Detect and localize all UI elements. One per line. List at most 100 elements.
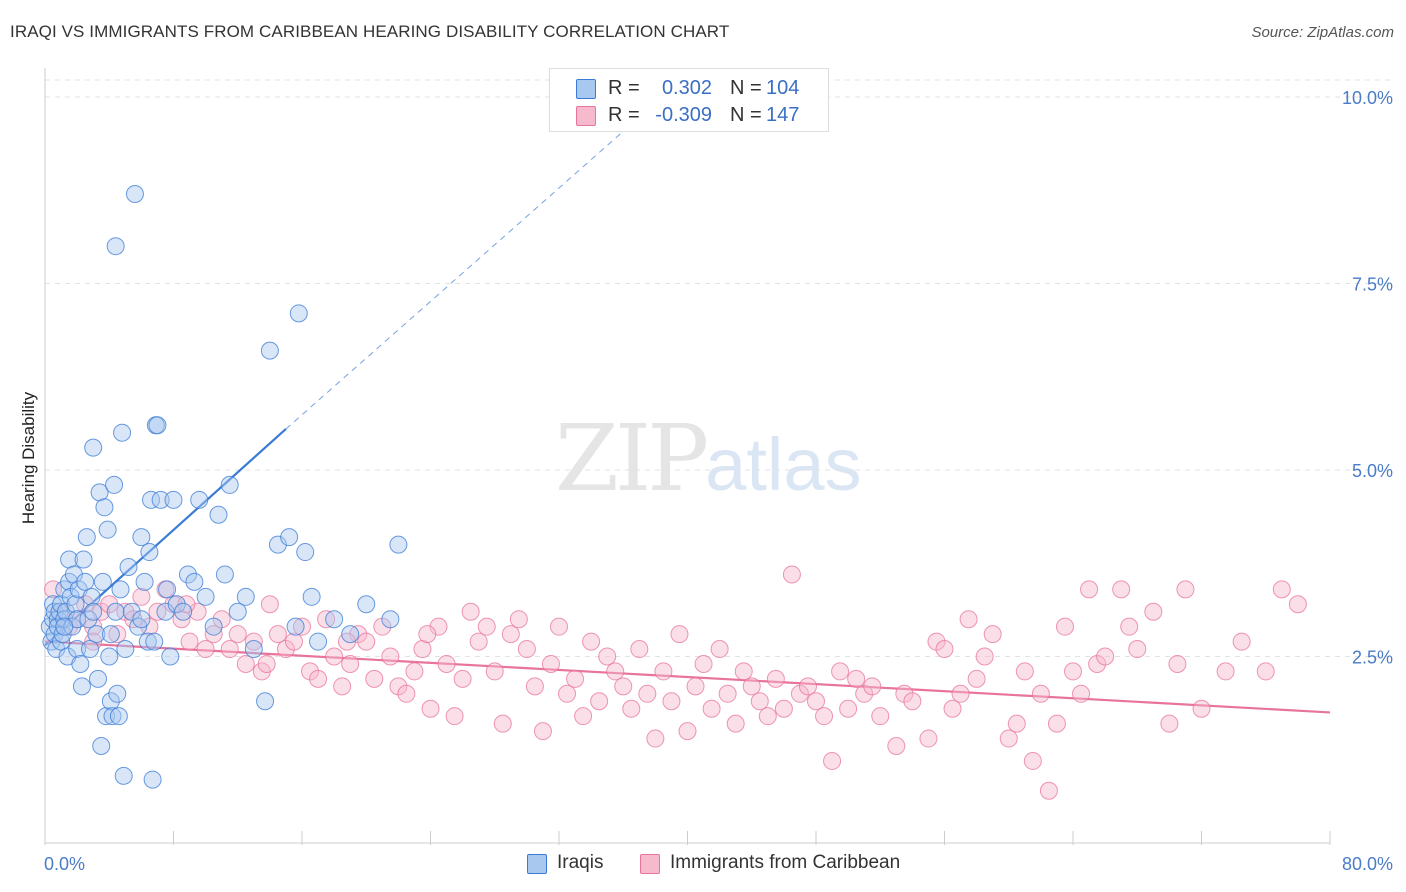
axis-labels: 2.5% 5.0% 7.5% 10.0% 0.0% 80.0% Hearing Disabi… (19, 88, 1393, 874)
data-point (284, 632, 303, 651)
data-point (164, 490, 183, 509)
data-point (1072, 684, 1091, 703)
grid-lines (45, 79, 1395, 657)
data-point (244, 640, 263, 659)
data-point (847, 669, 866, 688)
data-point (357, 632, 376, 651)
data-point (188, 602, 207, 621)
data-point (204, 617, 223, 636)
data-point (178, 565, 197, 584)
data-point (421, 699, 440, 718)
data-point (106, 237, 125, 256)
legend-r-value: 0.302 (661, 77, 712, 99)
data-point (132, 587, 151, 606)
data-point (831, 662, 850, 681)
data-point (694, 654, 713, 673)
legend-n-value: 147 (766, 104, 800, 126)
legend-row-iraqis: R = 0.302 N = 104 (550, 75, 828, 101)
data-point (983, 625, 1002, 644)
series-caribbean (44, 565, 1307, 800)
data-point (228, 602, 247, 621)
data-point (903, 692, 922, 711)
data-point (405, 662, 424, 681)
data-point (646, 729, 665, 748)
data-point (80, 640, 99, 659)
data-point (268, 625, 287, 644)
data-point (1160, 714, 1179, 733)
data-point (798, 677, 817, 696)
data-point (196, 587, 215, 606)
data-point (77, 528, 96, 547)
data-point (461, 602, 480, 621)
data-point (84, 438, 103, 457)
data-point (145, 632, 164, 651)
data-point (718, 684, 737, 703)
data-point (125, 184, 144, 203)
data-point (236, 587, 255, 606)
data-point (108, 684, 127, 703)
data-point (114, 766, 133, 785)
data-point (1031, 684, 1050, 703)
data-point (919, 729, 938, 748)
data-point (1112, 580, 1131, 599)
data-point (76, 572, 95, 591)
data-point (333, 677, 352, 696)
data-point (309, 669, 328, 688)
watermark-atlas: atlas (705, 423, 862, 506)
data-point (622, 699, 641, 718)
data-point (256, 692, 275, 711)
data-point (525, 677, 544, 696)
data-point (135, 572, 154, 591)
axes (44, 68, 1331, 845)
data-point (228, 625, 247, 644)
watermark-zip: ZIP (555, 405, 709, 512)
data-point (493, 714, 512, 733)
data-point (951, 684, 970, 703)
data-point (220, 475, 239, 494)
data-point (453, 669, 472, 688)
data-point (142, 490, 161, 509)
data-point (167, 595, 186, 614)
data-point (89, 669, 108, 688)
data-point (782, 565, 801, 584)
data-point (156, 602, 175, 621)
data-point (101, 625, 120, 644)
data-point (111, 580, 130, 599)
data-point (710, 640, 729, 659)
data-point (280, 528, 299, 547)
data-point (742, 677, 761, 696)
data-point (726, 714, 745, 733)
data-point (863, 677, 882, 696)
legend-r-label: R = (608, 77, 640, 99)
y-axis-title: Hearing Disability (19, 391, 38, 524)
data-point (381, 610, 400, 629)
legend-r-value: -0.309 (655, 104, 712, 126)
data-point (758, 707, 777, 726)
data-point (68, 640, 87, 659)
data-point (574, 707, 593, 726)
data-point (517, 640, 536, 659)
data-point (959, 610, 978, 629)
data-point (190, 490, 209, 509)
data-point (638, 684, 657, 703)
data-point (1128, 640, 1147, 659)
data-point (82, 587, 101, 606)
data-point (1096, 647, 1115, 666)
data-point (113, 423, 132, 442)
data-point (766, 669, 785, 688)
data-point (106, 602, 125, 621)
data-point (477, 617, 496, 636)
x-tick-label: 0.0% (44, 854, 85, 874)
data-point (148, 416, 167, 435)
data-point (606, 662, 625, 681)
data-point (1288, 595, 1307, 614)
data-point (289, 304, 308, 323)
data-point (161, 647, 180, 666)
data-point (1007, 714, 1026, 733)
data-point (550, 617, 568, 636)
data-point (1023, 751, 1042, 770)
bottom-legend-label: Iraqis (557, 852, 604, 873)
data-point (418, 625, 437, 644)
data-point (702, 699, 721, 718)
